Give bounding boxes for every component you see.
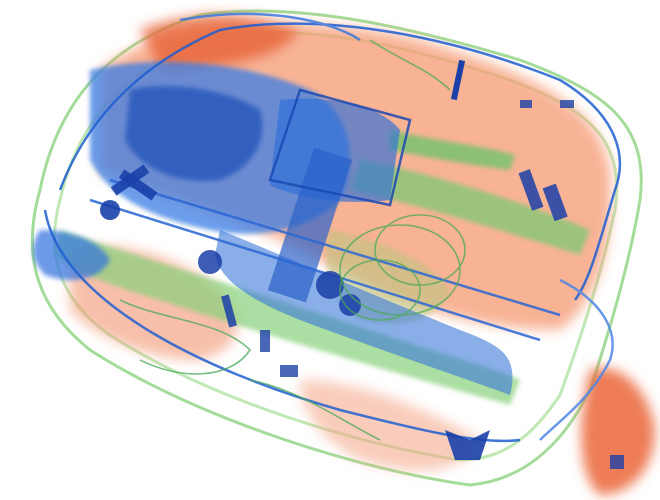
small-objects xyxy=(100,59,624,469)
frame-wires xyxy=(43,12,622,443)
coiled-wires xyxy=(119,39,466,441)
metal-components xyxy=(33,61,513,395)
